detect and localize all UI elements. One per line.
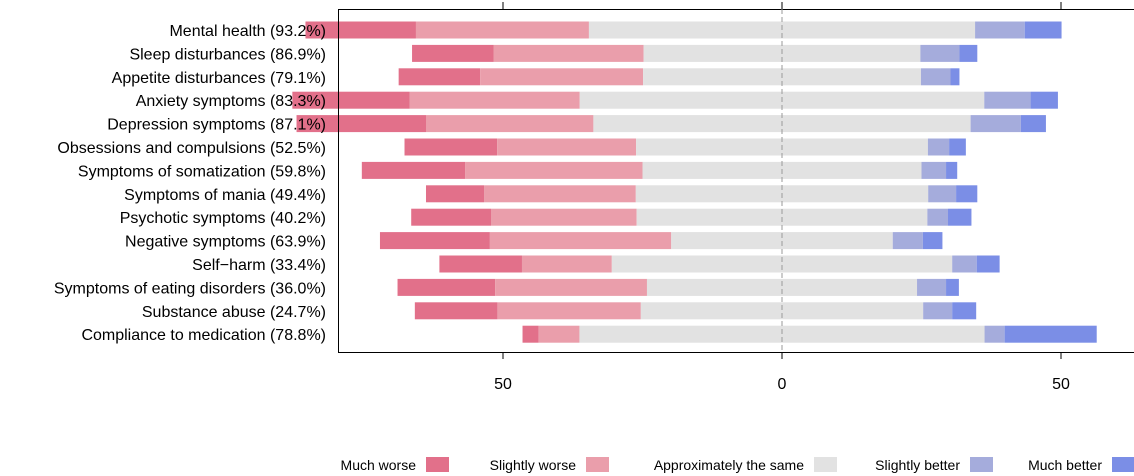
bar-slightly-worse-13 xyxy=(538,325,580,343)
bar-much-worse-8 xyxy=(411,208,492,226)
bar-much-better-3 xyxy=(1030,91,1058,109)
bar-slightly-better-1 xyxy=(920,44,960,62)
bar-slightly-better-5 xyxy=(927,138,950,156)
bar-slightly-better-11 xyxy=(917,278,947,296)
bar-much-better-4 xyxy=(1020,115,1046,133)
legend-label-much-better: Much better xyxy=(1028,457,1102,473)
category-label: Symptoms of somatization (59.8%) xyxy=(78,163,326,180)
x-tick-label: 50 xyxy=(1052,376,1070,393)
bar-much-better-11 xyxy=(946,278,959,296)
bar-slightly-better-4 xyxy=(970,115,1021,133)
bar-approximately-the-same-9 xyxy=(671,232,893,250)
legend: Much worse Slightly worse Approximately th… xyxy=(341,457,1134,473)
legend-swatch-much-better xyxy=(1112,457,1134,472)
bar-slightly-worse-3 xyxy=(409,91,580,109)
bar-approximately-the-same-11 xyxy=(646,278,918,296)
bar-slightly-worse-4 xyxy=(425,115,594,133)
legend-swatch-slightly-worse xyxy=(586,457,609,472)
x-tick-label: 50 xyxy=(494,376,512,393)
bar-much-better-0 xyxy=(1024,21,1062,39)
category-label: Symptoms of mania (49.4%) xyxy=(124,187,326,204)
category-label: Negative symptoms (63.9%) xyxy=(125,234,326,251)
bar-much-worse-5 xyxy=(404,138,498,156)
bar-much-better-6 xyxy=(946,161,958,179)
bar-slightly-better-12 xyxy=(923,302,953,320)
legend-label-slightly-worse: Slightly worse xyxy=(490,457,577,473)
category-label: Depression symptoms (87.1%) xyxy=(107,117,326,134)
bar-much-worse-2 xyxy=(398,68,481,86)
bar-much-better-7 xyxy=(956,185,978,203)
bar-much-better-12 xyxy=(952,302,977,320)
bar-approximately-the-same-10 xyxy=(611,255,953,273)
bar-slightly-worse-7 xyxy=(484,185,636,203)
bar-much-better-10 xyxy=(976,255,1000,273)
bar-slightly-worse-8 xyxy=(491,208,637,226)
plot-border xyxy=(338,9,1134,353)
bar-much-worse-11 xyxy=(397,278,496,296)
legend-label-approximately-the-same: Approximately the same xyxy=(654,457,804,473)
bar-slightly-better-6 xyxy=(921,161,947,179)
bar-much-worse-13 xyxy=(522,325,539,343)
bar-slightly-worse-1 xyxy=(493,44,644,62)
bar-much-worse-7 xyxy=(425,185,485,203)
bars-layer xyxy=(292,21,1097,343)
legend-label-slightly-better: Slightly better xyxy=(875,457,960,473)
legend-swatch-slightly-better xyxy=(970,457,993,472)
bar-slightly-worse-11 xyxy=(495,278,647,296)
category-label: Compliance to medication (78.8%) xyxy=(81,327,326,344)
bar-slightly-worse-10 xyxy=(521,255,612,273)
category-label: Substance abuse (24.7%) xyxy=(142,304,326,321)
bar-slightly-worse-12 xyxy=(497,302,641,320)
bar-much-better-13 xyxy=(1004,325,1097,343)
bar-slightly-better-9 xyxy=(892,232,923,250)
bar-much-worse-9 xyxy=(379,232,490,250)
x-tick-label: 0 xyxy=(778,376,787,393)
bar-much-better-8 xyxy=(948,208,972,226)
bar-much-worse-3 xyxy=(292,91,410,109)
bar-much-worse-0 xyxy=(305,21,416,39)
bar-much-worse-12 xyxy=(414,302,498,320)
bar-slightly-better-2 xyxy=(920,68,951,86)
plot-frame xyxy=(338,9,1134,353)
category-label: Psychotic symptoms (40.2%) xyxy=(120,210,326,227)
category-label: Appetite disturbances (79.1%) xyxy=(112,70,326,87)
bar-slightly-worse-9 xyxy=(489,232,672,250)
bar-slightly-worse-5 xyxy=(497,138,637,156)
bar-much-better-2 xyxy=(950,68,960,86)
bar-much-worse-10 xyxy=(439,255,522,273)
bar-slightly-better-7 xyxy=(928,185,957,203)
bar-slightly-worse-6 xyxy=(465,161,643,179)
bar-slightly-worse-0 xyxy=(415,21,589,39)
category-label: Anxiety symptoms (83.3%) xyxy=(136,93,326,110)
category-label: Sleep disturbances (86.9%) xyxy=(129,46,326,63)
bar-much-worse-1 xyxy=(412,44,494,62)
bar-slightly-better-0 xyxy=(975,21,1025,39)
bar-approximately-the-same-12 xyxy=(640,302,924,320)
legend-label-much-worse: Much worse xyxy=(341,457,417,473)
bar-much-better-5 xyxy=(949,138,966,156)
bar-slightly-better-13 xyxy=(984,325,1005,343)
bar-slightly-better-3 xyxy=(984,91,1031,109)
legend-swatch-much-worse xyxy=(426,457,449,472)
category-label: Mental health (93.2%) xyxy=(169,23,326,40)
bar-slightly-worse-2 xyxy=(480,68,644,86)
bar-much-worse-6 xyxy=(361,161,466,179)
bar-approximately-the-same-13 xyxy=(579,325,985,343)
bar-much-better-9 xyxy=(922,232,943,250)
bar-slightly-better-10 xyxy=(952,255,977,273)
category-label: Symptoms of eating disorders (36.0%) xyxy=(54,280,326,297)
category-labels: Mental health (93.2%) Sleep disturbances … xyxy=(54,23,326,344)
bar-much-worse-4 xyxy=(296,115,426,133)
category-label: Obsessions and compulsions (52.5%) xyxy=(57,140,326,157)
bar-much-better-1 xyxy=(959,44,978,62)
legend-swatch-approximately-the-same xyxy=(814,457,837,472)
category-label: Self−harm (33.4%) xyxy=(192,257,326,274)
x-axis: 50 0 50 xyxy=(494,2,1070,393)
bar-slightly-better-8 xyxy=(927,208,949,226)
